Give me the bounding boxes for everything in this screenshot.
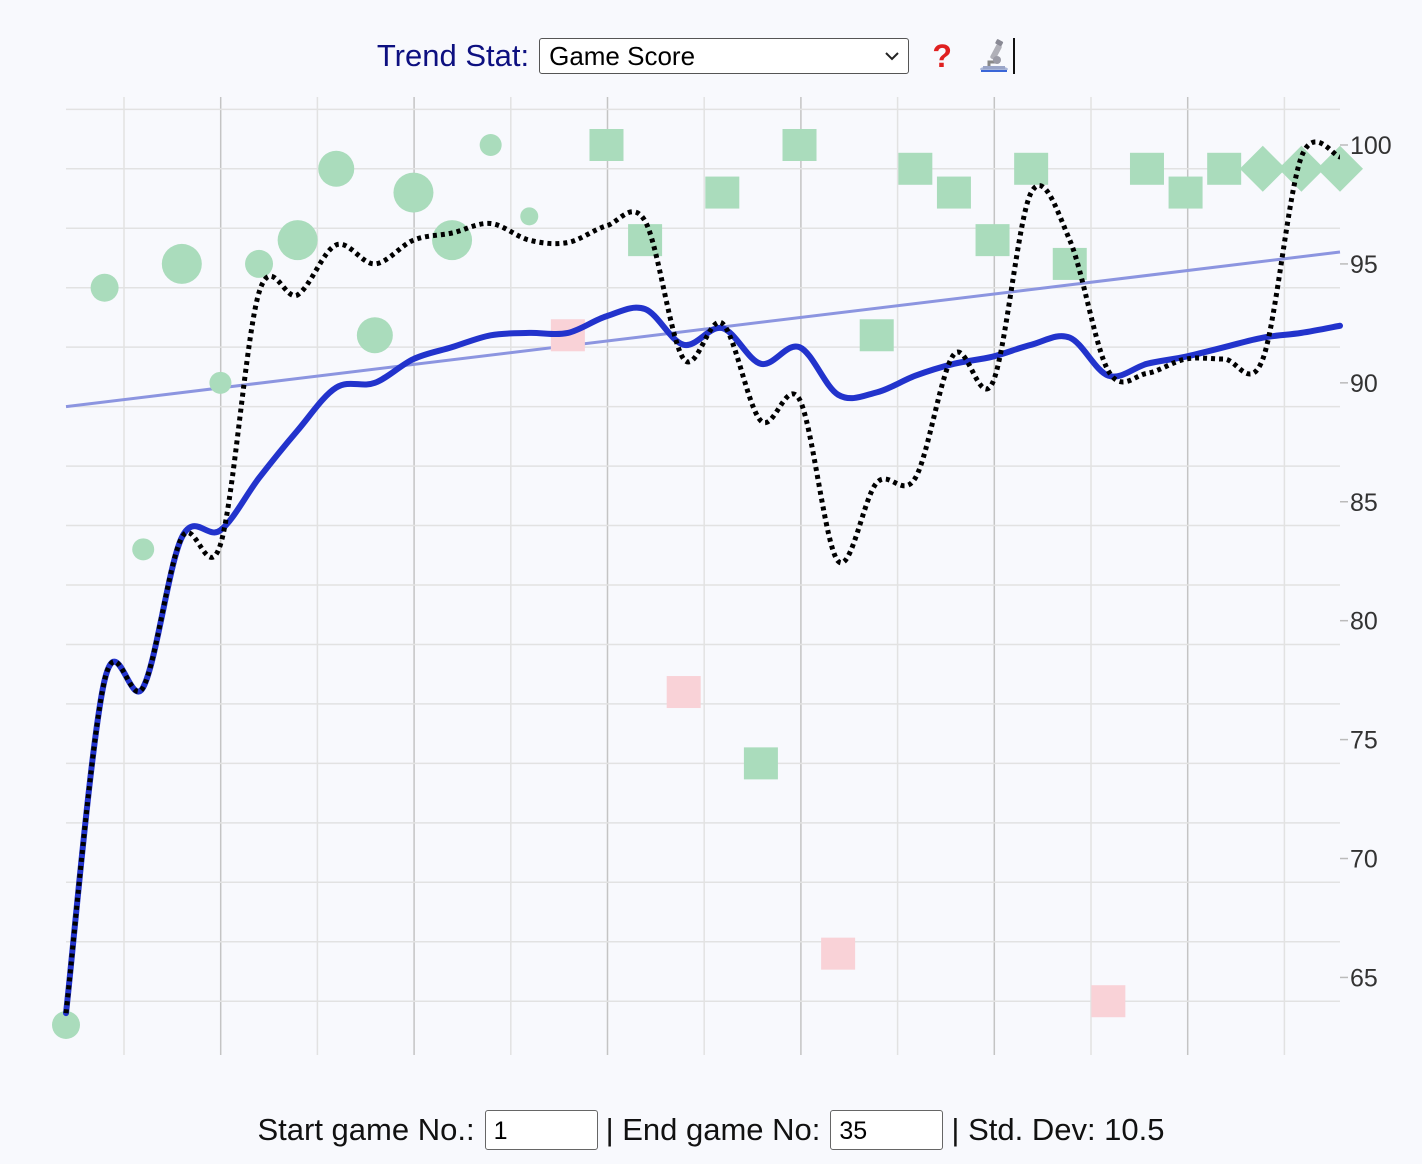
data-point-circle <box>161 243 202 284</box>
data-point-circle <box>132 538 155 561</box>
std-dev-label: | Std. Dev: 10.5 <box>951 1112 1165 1147</box>
y-tick-label: 90 <box>1350 370 1378 398</box>
data-point-circle <box>318 150 355 187</box>
data-point-diamond <box>1278 145 1325 192</box>
data-point-square <box>898 152 933 185</box>
chart-grid <box>66 97 1340 1055</box>
range-bar: Start game No.: | End game No: | Std. De… <box>0 1108 1422 1152</box>
end-game-label: | End game No: <box>605 1112 821 1147</box>
end-game-input[interactable] <box>830 1110 944 1150</box>
data-point-circle <box>479 134 502 156</box>
data-point-circle <box>90 273 119 302</box>
data-point-circle <box>356 317 393 354</box>
data-point-circle <box>277 220 318 261</box>
data-point-square <box>1168 176 1203 209</box>
data-point-circle <box>520 207 539 226</box>
y-tick-label: 85 <box>1350 489 1378 517</box>
data-point-diamond <box>1317 145 1363 192</box>
trend-line <box>65 250 1341 409</box>
y-tick-label: 100 <box>1350 132 1392 160</box>
y-axis-ticks: 65 70 75 80 85 90 95 100 <box>1340 132 1392 992</box>
text-cursor <box>1013 38 1016 74</box>
game-score-chart: 65 70 75 80 85 90 95 100 <box>52 97 1392 1055</box>
y-tick-label: 75 <box>1350 727 1378 755</box>
data-point-square <box>821 937 856 970</box>
y-tick-label: 70 <box>1350 846 1378 874</box>
data-point-square <box>628 224 663 257</box>
data-point-circle <box>245 249 274 278</box>
data-point-square <box>1014 152 1049 185</box>
rolling-average-line <box>63 304 1343 1017</box>
start-game-input[interactable] <box>484 1110 598 1150</box>
trend-stat-select[interactable]: Game Score <box>539 38 910 74</box>
data-point-square <box>1129 152 1164 185</box>
trend-stat-dropdown[interactable]: Game Score <box>540 39 909 73</box>
data-point-diamond <box>1239 145 1286 192</box>
data-point-circle <box>52 1011 80 1039</box>
data-points-layer <box>52 129 1363 1039</box>
y-tick-label: 80 <box>1350 608 1378 636</box>
data-point-square <box>666 676 701 709</box>
data-point-square <box>589 129 624 161</box>
data-point-square <box>743 747 778 780</box>
data-point-square <box>859 319 894 352</box>
data-point-square <box>705 176 740 209</box>
data-point-circle <box>393 172 434 213</box>
data-point-square <box>975 224 1010 257</box>
average-lines-layer <box>63 139 1343 1017</box>
microscope-icon[interactable] <box>977 38 1011 74</box>
data-point-square <box>782 129 817 161</box>
trend-stat-bar: Trend Stat: Game Score ? <box>0 36 1422 76</box>
y-tick-label: 65 <box>1350 964 1378 992</box>
trend-stat-label: Trend Stat: <box>376 38 530 73</box>
short-average-line <box>63 139 1341 1014</box>
data-point-square <box>1207 152 1242 185</box>
trend-line-layer <box>65 250 1341 409</box>
data-point-circle <box>432 220 473 261</box>
question-mark-icon[interactable]: ? <box>932 37 952 74</box>
y-tick-label: 95 <box>1350 251 1378 279</box>
data-point-circle <box>209 371 232 394</box>
data-point-square <box>936 176 971 209</box>
data-point-square <box>1091 985 1126 1018</box>
start-game-label: Start game No.: <box>257 1112 475 1147</box>
